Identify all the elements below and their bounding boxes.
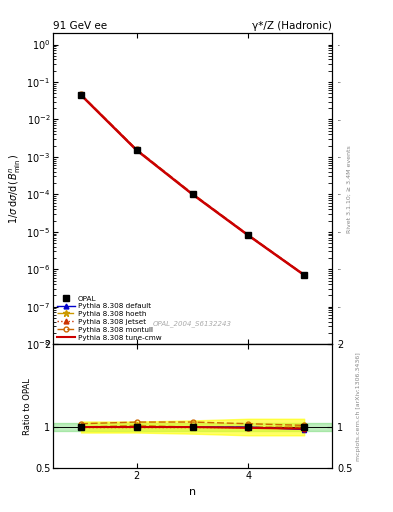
Y-axis label: $1/\sigma\,\mathrm{d}\sigma/\mathrm{d}(\,B^n_\mathrm{min}\,)$: $1/\sigma\,\mathrm{d}\sigma/\mathrm{d}(\… (8, 153, 23, 224)
Y-axis label: mcplots.cern.ch [arXiv:1306.3436]: mcplots.cern.ch [arXiv:1306.3436] (356, 352, 362, 461)
Text: γ*/Z (Hadronic): γ*/Z (Hadronic) (252, 21, 332, 31)
Bar (53, 423, 332, 431)
Y-axis label: Ratio to OPAL: Ratio to OPAL (23, 378, 32, 435)
X-axis label: n: n (189, 487, 196, 497)
Y-axis label: Rivet 3.1.10; ≥ 3.4M events: Rivet 3.1.10; ≥ 3.4M events (347, 145, 351, 232)
Text: 91 GeV ee: 91 GeV ee (53, 21, 107, 31)
Text: OPAL_2004_S6132243: OPAL_2004_S6132243 (153, 321, 232, 327)
Legend: OPAL, Pythia 8.308 default, Pythia 8.308 hoeth, Pythia 8.308 jetset, Pythia 8.30: OPAL, Pythia 8.308 default, Pythia 8.308… (57, 295, 161, 340)
